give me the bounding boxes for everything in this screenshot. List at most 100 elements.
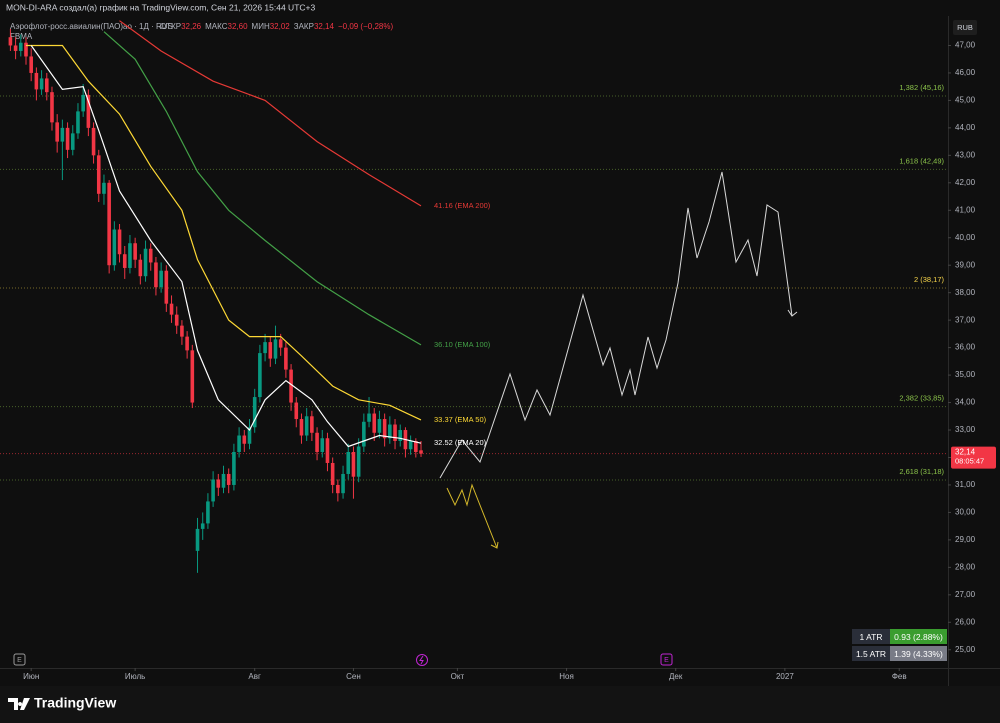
- projection-path: [439, 171, 793, 479]
- candle-body: [346, 451, 351, 474]
- legend-fields: ОТКР32,26 МАКС32,60 МИН32,02 ЗАКР32,14 −0,09…: [160, 22, 393, 31]
- fib-label: 2,382 (33,85): [899, 394, 944, 403]
- y-tick-label: 33,00: [955, 425, 976, 434]
- candle-body: [159, 270, 163, 288]
- candle-body: [414, 441, 418, 452]
- candle-body: [273, 339, 278, 359]
- candle-body: [211, 479, 215, 502]
- projection-arrow-bear: [490, 541, 499, 549]
- candle-body: [242, 435, 247, 444]
- candle-body: [419, 450, 423, 454]
- y-tick-label: 42,00: [955, 178, 976, 187]
- currency[interactable]: RUB: [957, 23, 973, 32]
- brand-logo[interactable]: [8, 698, 30, 710]
- candle-body: [226, 473, 231, 485]
- candle-body: [195, 528, 200, 551]
- candle-body: [336, 484, 340, 494]
- y-tick-label: 44,00: [955, 123, 976, 132]
- x-tick-label: 2027: [776, 672, 794, 681]
- ema-label: 36.10 (EMA 100): [434, 340, 491, 349]
- candle-body: [398, 430, 403, 442]
- candle-body: [117, 229, 122, 255]
- y-tick-label: 27,00: [955, 590, 976, 599]
- candle-body: [330, 462, 335, 485]
- candle-body: [221, 473, 226, 488]
- candle-body: [252, 397, 257, 428]
- candle-body: [190, 350, 195, 403]
- candle-body: [216, 479, 221, 488]
- legend-value: 32,60: [228, 22, 249, 31]
- x-tick-label: Окт: [451, 672, 465, 681]
- candle-body: [112, 229, 117, 266]
- atr-key: 1.5 ATR: [852, 646, 890, 661]
- plot-area: [0, 20, 946, 573]
- candle-body: [304, 416, 309, 436]
- y-tick-label: 41,00: [955, 205, 976, 214]
- ema-line: [103, 31, 422, 346]
- legend-key: ЗАКР: [294, 22, 314, 31]
- candle-body: [102, 182, 106, 194]
- event-label[interactable]: E: [664, 657, 669, 664]
- y-tick-label: 30,00: [955, 508, 976, 517]
- legend-value: 32,14: [314, 22, 335, 31]
- candle-body: [237, 435, 241, 452]
- y-tick-label: 26,00: [955, 617, 976, 626]
- candle-body: [143, 248, 148, 277]
- candle-body: [174, 314, 179, 326]
- y-tick-label: 43,00: [955, 150, 976, 159]
- candle-body: [164, 270, 169, 304]
- atr-row: 1.5 ATR 1.39 (4.33%): [852, 646, 947, 661]
- legend-value: 32,02: [270, 22, 291, 31]
- countdown: 08:05:47: [955, 457, 984, 466]
- candle-body: [200, 523, 205, 529]
- candle-body: [206, 501, 210, 524]
- candle-body: [39, 78, 44, 90]
- candle-body: [185, 336, 189, 351]
- dividend-icon-bolt: [419, 655, 424, 665]
- brand-name[interactable]: TradingView: [34, 695, 116, 711]
- y-tick-label: 31,00: [955, 480, 976, 489]
- candle-body: [388, 424, 392, 439]
- event-icon[interactable]: [13, 653, 26, 666]
- candle-body: [362, 421, 366, 447]
- dividend-icon[interactable]: [416, 654, 428, 666]
- event-icon[interactable]: [660, 653, 673, 666]
- atr-row: 1 ATR 0.93 (2.88%): [852, 629, 947, 644]
- y-tick-label: 34,00: [955, 398, 976, 407]
- candle-body: [154, 262, 158, 288]
- x-tick-label: Ноя: [559, 672, 574, 681]
- candle-body: [70, 133, 75, 150]
- candle-body: [351, 451, 356, 477]
- candle-body: [65, 127, 70, 150]
- ema-line: [26, 44, 422, 421]
- y-tick-label: 47,00: [955, 41, 976, 50]
- candle-body: [320, 438, 325, 452]
- candle-body: [393, 424, 397, 442]
- candle-body: [81, 94, 85, 112]
- candle-body: [382, 419, 387, 439]
- candle-body: [91, 127, 96, 156]
- candle-body: [284, 347, 288, 370]
- atr-key: 1 ATR: [852, 629, 890, 644]
- legend-key: ОТКР: [160, 22, 181, 31]
- candle-body: [128, 243, 132, 268]
- legend-key: МАКС: [205, 22, 228, 31]
- candle-body: [50, 92, 54, 123]
- candle-body: [29, 56, 33, 73]
- candle-body: [60, 127, 65, 142]
- x-tick-label: Авг: [248, 672, 261, 681]
- x-tick-label: Дек: [669, 672, 683, 681]
- projection-path-bear: [446, 483, 498, 549]
- candle-body: [268, 342, 273, 359]
- candle-body: [325, 438, 330, 463]
- y-tick-label: 25,00: [955, 645, 976, 654]
- y-tick-label: 36,00: [955, 343, 976, 352]
- x-tick-label: Июль: [125, 672, 145, 681]
- candle-body: [247, 427, 252, 444]
- legend-indicator: FBMA: [10, 32, 33, 41]
- footer-bar: [0, 686, 1000, 723]
- fib-label: 2 (38,17): [914, 275, 945, 284]
- currency-box[interactable]: [953, 20, 977, 35]
- event-label[interactable]: E: [17, 657, 22, 664]
